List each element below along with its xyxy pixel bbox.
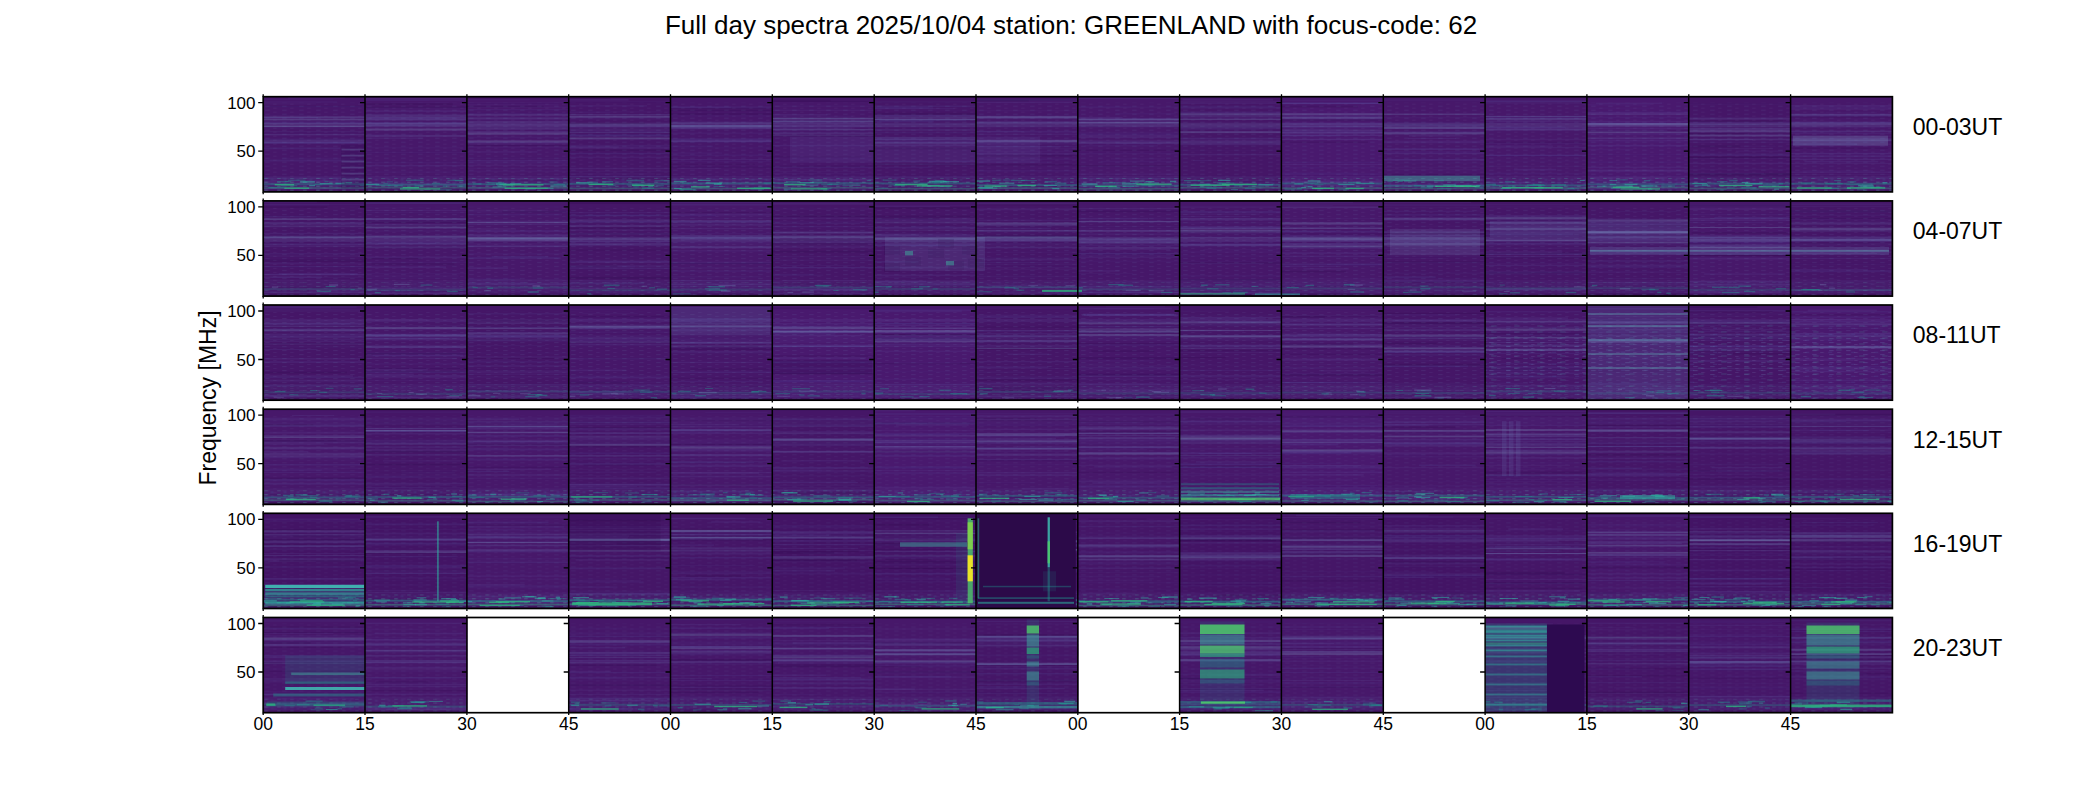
svg-text:50: 50 bbox=[237, 246, 256, 265]
svg-text:04-07UT: 04-07UT bbox=[1913, 218, 2002, 244]
svg-text:16-19UT: 16-19UT bbox=[1913, 531, 2002, 557]
svg-text:50: 50 bbox=[237, 455, 256, 474]
svg-text:50: 50 bbox=[237, 142, 256, 161]
svg-text:100: 100 bbox=[227, 510, 255, 529]
svg-text:00: 00 bbox=[661, 714, 681, 734]
svg-text:50: 50 bbox=[237, 663, 256, 682]
svg-text:00: 00 bbox=[1068, 714, 1088, 734]
svg-text:00: 00 bbox=[1475, 714, 1495, 734]
svg-text:30: 30 bbox=[864, 714, 884, 734]
svg-text:00-03UT: 00-03UT bbox=[1913, 114, 2002, 140]
svg-text:100: 100 bbox=[227, 302, 255, 321]
svg-text:Full day spectra 2025/10/04 st: Full day spectra 2025/10/04 station: GRE… bbox=[665, 10, 1477, 40]
svg-text:15: 15 bbox=[1170, 714, 1189, 734]
svg-text:50: 50 bbox=[237, 351, 256, 370]
svg-text:30: 30 bbox=[1679, 714, 1699, 734]
svg-text:45: 45 bbox=[1781, 714, 1800, 734]
svg-text:100: 100 bbox=[227, 406, 255, 425]
svg-text:15: 15 bbox=[763, 714, 782, 734]
svg-text:50: 50 bbox=[237, 559, 256, 578]
svg-text:20-23UT: 20-23UT bbox=[1913, 635, 2002, 661]
svg-text:08-11UT: 08-11UT bbox=[1913, 322, 2001, 348]
svg-text:45: 45 bbox=[966, 714, 985, 734]
svg-text:Frequency [MHz]: Frequency [MHz] bbox=[195, 310, 221, 485]
svg-text:15: 15 bbox=[1577, 714, 1596, 734]
svg-text:30: 30 bbox=[457, 714, 477, 734]
svg-text:12-15UT: 12-15UT bbox=[1913, 427, 2002, 453]
svg-text:100: 100 bbox=[227, 615, 255, 634]
svg-text:30: 30 bbox=[1272, 714, 1292, 734]
svg-text:45: 45 bbox=[1374, 714, 1393, 734]
svg-text:100: 100 bbox=[227, 94, 255, 113]
svg-text:100: 100 bbox=[227, 198, 255, 217]
svg-text:00: 00 bbox=[253, 714, 273, 734]
svg-text:15: 15 bbox=[355, 714, 374, 734]
svg-text:45: 45 bbox=[559, 714, 578, 734]
